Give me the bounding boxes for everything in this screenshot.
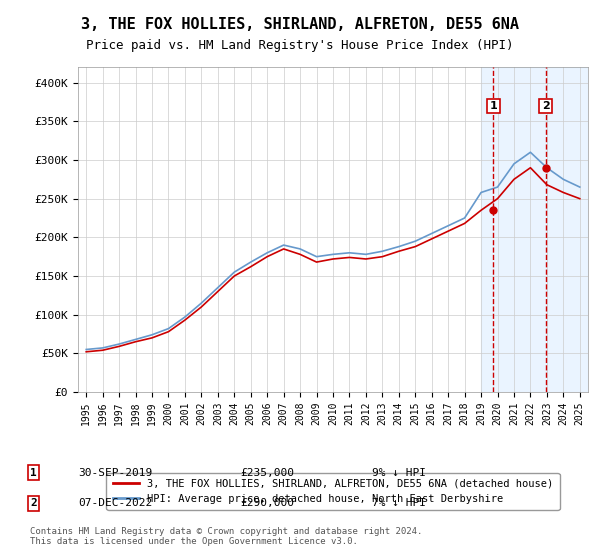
Text: 30-SEP-2019: 30-SEP-2019 xyxy=(78,468,152,478)
Text: Contains HM Land Registry data © Crown copyright and database right 2024.
This d: Contains HM Land Registry data © Crown c… xyxy=(30,526,422,546)
Text: Price paid vs. HM Land Registry's House Price Index (HPI): Price paid vs. HM Land Registry's House … xyxy=(86,39,514,52)
Text: 3, THE FOX HOLLIES, SHIRLAND, ALFRETON, DE55 6NA: 3, THE FOX HOLLIES, SHIRLAND, ALFRETON, … xyxy=(81,17,519,32)
Text: 07-DEC-2022: 07-DEC-2022 xyxy=(78,498,152,508)
Bar xyxy=(481,67,588,392)
Text: £290,000: £290,000 xyxy=(240,498,294,508)
Text: 9% ↓ HPI: 9% ↓ HPI xyxy=(372,468,426,478)
Text: 2: 2 xyxy=(542,101,550,111)
Text: 1: 1 xyxy=(490,101,497,111)
Text: 7% ↓ HPI: 7% ↓ HPI xyxy=(372,498,426,508)
Text: 2: 2 xyxy=(30,498,37,508)
Text: 1: 1 xyxy=(30,468,37,478)
Legend: 3, THE FOX HOLLIES, SHIRLAND, ALFRETON, DE55 6NA (detached house), HPI: Average : 3, THE FOX HOLLIES, SHIRLAND, ALFRETON, … xyxy=(106,473,560,510)
Text: £235,000: £235,000 xyxy=(240,468,294,478)
